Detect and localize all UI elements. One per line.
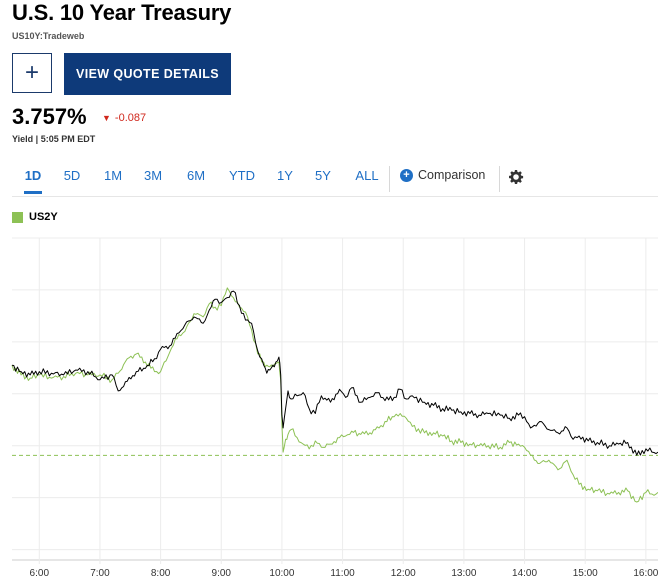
tab-ytd[interactable]: YTD xyxy=(229,168,255,183)
quote-change-value: -0.087 xyxy=(114,112,147,124)
yield-timestamp: Yield | 5:05 PM EDT xyxy=(12,134,96,144)
view-quote-details-button[interactable]: VIEW QUOTE DETAILS xyxy=(64,53,231,95)
x-tick-label: 11:00 xyxy=(330,568,355,579)
x-tick-label: 15:00 xyxy=(573,568,598,579)
add-to-watchlist-button[interactable]: + xyxy=(12,53,52,93)
chart-legend[interactable]: US2Y xyxy=(12,211,58,223)
comparison-button[interactable]: + Comparison xyxy=(400,168,485,182)
down-arrow-icon: ▼ xyxy=(102,113,111,123)
quote-price: 3.757% xyxy=(12,104,87,129)
tab-divider xyxy=(499,166,500,192)
tab-1d[interactable]: 1D xyxy=(24,168,42,194)
x-tick-label: 10:00 xyxy=(269,568,294,579)
x-tick-label: 12:00 xyxy=(391,568,416,579)
page-title: U.S. 10 Year Treasury xyxy=(12,0,232,25)
tab-divider xyxy=(389,166,390,192)
tabs-divider xyxy=(12,196,658,197)
x-tick-label: 7:00 xyxy=(90,568,110,579)
chart-x-axis: 6:00 7:00 8:00 9:00 10:00 11:00 12:00 13:00 14:0… xyxy=(30,568,658,579)
x-tick-label: 14:00 xyxy=(512,568,537,579)
x-tick-label: 8:00 xyxy=(151,568,171,579)
x-tick-label: 9:00 xyxy=(212,568,232,579)
timeframe-tabs: 1D 5D 1M 3M 6M YTD 1Y 5Y ALL + Compariso… xyxy=(12,164,658,196)
x-tick-label: 13:00 xyxy=(451,568,476,579)
series-line-us10y xyxy=(11,290,658,456)
legend-swatch xyxy=(12,211,23,223)
tab-1y[interactable]: 1Y xyxy=(277,168,293,183)
x-tick-label: 16:00 xyxy=(633,568,658,579)
tab-5d[interactable]: 5D xyxy=(63,168,81,183)
tab-all[interactable]: ALL xyxy=(355,168,379,183)
legend-label: US2Y xyxy=(29,211,58,223)
chart-series xyxy=(11,287,658,503)
tab-3m[interactable]: 3M xyxy=(143,168,163,183)
chart-grid xyxy=(12,237,658,564)
gear-icon[interactable] xyxy=(508,169,524,185)
tab-5y[interactable]: 5Y xyxy=(315,168,331,183)
quote-change: ▼ -0.087 xyxy=(102,112,146,124)
plus-circle-icon: + xyxy=(400,168,413,182)
tab-1m[interactable]: 1M xyxy=(103,168,123,183)
tab-6m[interactable]: 6M xyxy=(186,168,206,183)
price-chart[interactable]: 6:00 7:00 8:00 9:00 10:00 11:00 12:00 13:00 14:0… xyxy=(0,230,658,587)
symbol-source: US10Y:Tradeweb xyxy=(12,31,85,41)
x-tick-label: 6:00 xyxy=(30,568,50,579)
comparison-label: Comparison xyxy=(418,168,486,182)
series-line-us2y xyxy=(11,287,658,503)
